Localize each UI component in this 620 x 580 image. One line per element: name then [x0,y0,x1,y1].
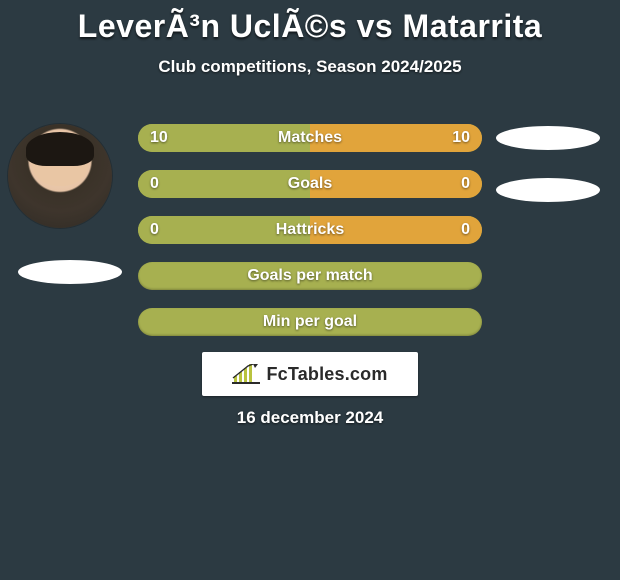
stat-bar: 00Goals [138,170,482,198]
snapshot-date: 16 december 2024 [0,408,620,428]
page-title: LeverÃ³n UclÃ©s vs Matarrita [0,0,620,45]
stat-label: Goals per match [138,262,482,290]
comparison-card: LeverÃ³n UclÃ©s vs Matarrita Club compet… [0,0,620,580]
stat-bar-left-half [138,216,310,244]
stat-value-left: 10 [150,124,168,152]
shadow-ellipse-left [18,260,122,284]
stat-value-right: 0 [461,170,470,198]
shadow-ellipse-right-1 [496,126,600,150]
shadow-ellipse-right-2 [496,178,600,202]
stat-bar-right-half [310,216,482,244]
player-left-avatar [8,124,112,228]
stat-label: Min per goal [138,308,482,336]
stat-bar: 1010Matches [138,124,482,152]
stat-bars: 1010Matches00Goals00HattricksGoals per m… [138,124,482,354]
page-subtitle: Club competitions, Season 2024/2025 [0,57,620,77]
stat-bar-right-half [310,170,482,198]
brand-logo-text: FcTables.com [266,364,387,385]
stat-value-left: 0 [150,216,159,244]
chart-icon [232,364,260,384]
stat-value-right: 10 [452,124,470,152]
brand-logo: FcTables.com [202,352,418,396]
stat-value-left: 0 [150,170,159,198]
stat-bar: Goals per match [138,262,482,290]
stat-bar: Min per goal [138,308,482,336]
stat-bar-left-half [138,170,310,198]
stat-bar: 00Hattricks [138,216,482,244]
stat-value-right: 0 [461,216,470,244]
